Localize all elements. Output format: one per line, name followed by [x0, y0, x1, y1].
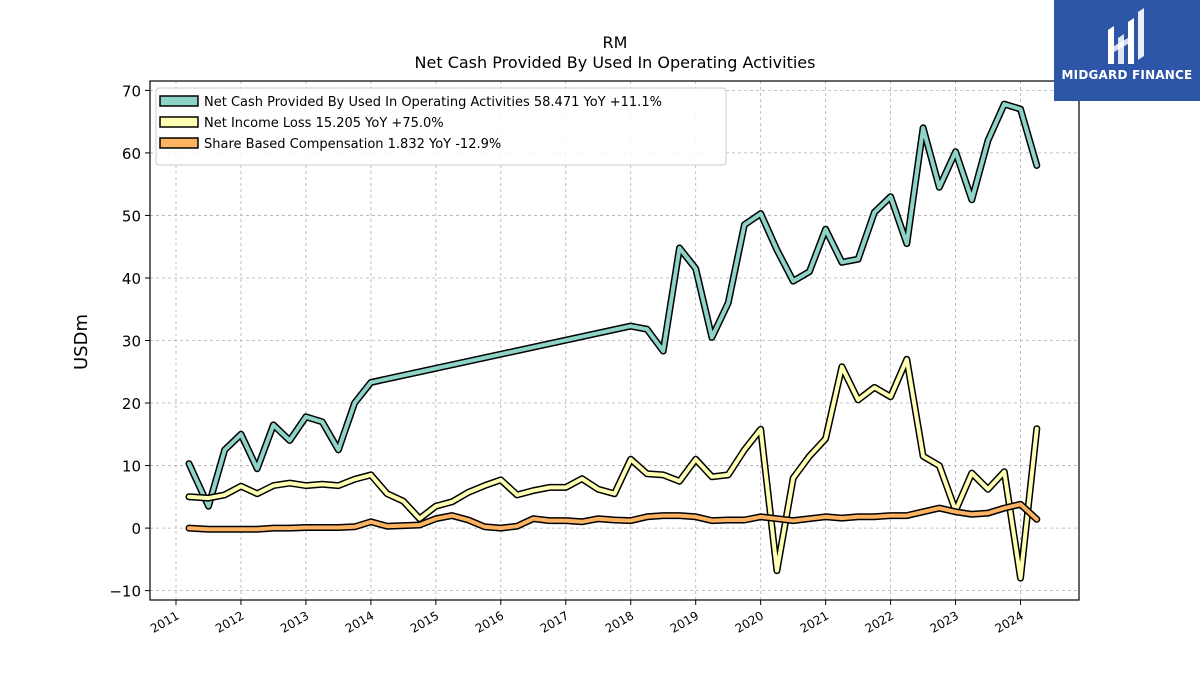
legend-swatch: [159, 137, 199, 149]
chart-title: RM: [603, 33, 628, 52]
y-tick-label: 50: [122, 207, 141, 225]
x-tick-label: 2014: [343, 608, 376, 635]
y-tick-label: 10: [122, 458, 141, 476]
x-tick-label: 2021: [798, 608, 831, 635]
legend-entry-label: Net Cash Provided By Used In Operating A…: [204, 95, 662, 110]
series-line: [187, 357, 1039, 581]
brand-logo: MIDGARD FINANCE: [1054, 0, 1200, 101]
y-tick-label: 40: [122, 270, 141, 288]
legend: Net Cash Provided By Used In Operating A…: [155, 87, 727, 166]
series-3: [185, 500, 1041, 533]
brand-logo-mark-icon: [1108, 8, 1144, 64]
legend-box: [155, 87, 727, 166]
x-tick-label: 2016: [473, 608, 506, 635]
x-tick-label: 2019: [668, 608, 701, 635]
series-2: [185, 355, 1041, 582]
y-tick-label: 30: [122, 333, 141, 351]
x-tick-label: 2023: [928, 608, 961, 635]
x-tick-label: 2020: [733, 608, 766, 635]
brand-name: MIDGARD FINANCE: [1061, 68, 1193, 82]
y-tick-label: −10: [109, 583, 141, 601]
x-tick-label: 2015: [408, 608, 441, 635]
x-tick-label: 2012: [213, 608, 246, 635]
x-tick-label: 2018: [603, 608, 636, 635]
x-tick-label: 2011: [148, 608, 181, 635]
x-tick-label: 2024: [993, 608, 1026, 635]
y-axis-label: USDm: [71, 314, 92, 370]
series-layer: [185, 100, 1041, 582]
chart-subtitle: Net Cash Provided By Used In Operating A…: [415, 53, 816, 72]
legend-swatch: [159, 95, 199, 107]
x-tick-label: 2022: [863, 608, 896, 635]
x-tick-label: 2013: [278, 608, 311, 635]
series-1: [185, 100, 1041, 510]
series-line: [187, 502, 1039, 532]
series-line: [187, 102, 1039, 509]
y-tick-label: 60: [122, 145, 141, 163]
legend-entry-label: Net Income Loss 15.205 YoY +75.0%: [204, 116, 444, 131]
y-tick-label: 0: [131, 520, 141, 538]
series-line-outline: [185, 355, 1041, 582]
legend-entry-label: Share Based Compensation 1.832 YoY -12.9…: [204, 137, 501, 152]
legend-swatch: [159, 116, 199, 128]
x-tick-label: 2017: [538, 608, 571, 635]
y-tick-label: 70: [122, 82, 141, 100]
y-tick-label: 20: [122, 395, 141, 413]
